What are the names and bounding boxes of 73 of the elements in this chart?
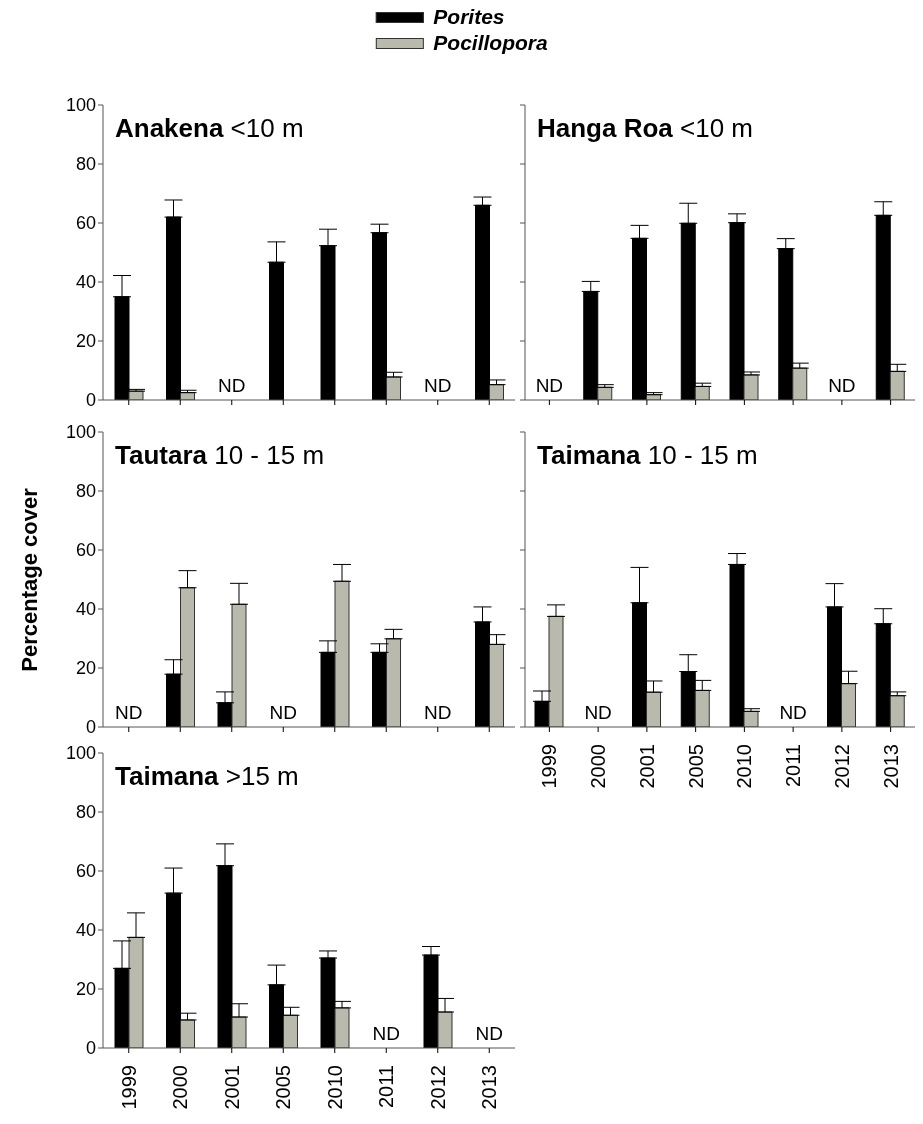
- x-tick-label: 2000: [587, 744, 610, 789]
- x-tick-label: 2012: [830, 744, 853, 789]
- annotation: ND: [584, 702, 612, 723]
- x-tick-label: 2001: [635, 744, 658, 789]
- chart-title: Anakena <10 m: [115, 113, 304, 143]
- bar: [646, 691, 661, 727]
- y-axis-title: Percentage cover: [17, 487, 43, 672]
- chart-title: Taimana 10 - 15 m: [537, 440, 758, 470]
- x-tick-label: 2011: [375, 1065, 398, 1109]
- x-tick-label: 2010: [733, 744, 756, 789]
- x-tick-label: 2012: [426, 1065, 449, 1110]
- chart-title: Tautara 10 - 15 m: [115, 440, 325, 470]
- bar: [437, 1011, 453, 1048]
- annotation: ND: [535, 375, 564, 396]
- bar: [231, 1016, 247, 1048]
- y-tick-label: 100: [65, 95, 96, 116]
- y-tick-label: 40: [75, 272, 96, 293]
- bar: [231, 603, 247, 727]
- bar: [694, 689, 710, 727]
- x-tick-label: 1999: [117, 1065, 140, 1110]
- annotation: ND: [779, 702, 807, 723]
- legend-label: Pocillopora: [433, 31, 548, 55]
- bar: [841, 683, 856, 727]
- y-tick-label: 40: [75, 599, 96, 620]
- bar: [180, 587, 195, 727]
- bar: [386, 638, 401, 727]
- x-tick-label: 2001: [220, 1065, 243, 1110]
- y-tick-label: 40: [75, 920, 96, 941]
- legend-label: Porites: [433, 5, 505, 29]
- y-tick-label: 100: [65, 743, 96, 764]
- annotation: ND: [424, 375, 452, 396]
- chart-title: Hanga Roa <10 m: [537, 113, 754, 143]
- y-tick-label: 60: [75, 213, 96, 234]
- y-tick-label: 80: [75, 154, 96, 175]
- y-tick-label: 100: [65, 422, 96, 443]
- annotation: ND: [269, 702, 297, 723]
- annotation: ND: [828, 375, 856, 396]
- bar: [548, 615, 564, 727]
- y-tick-label: 0: [85, 1038, 96, 1059]
- x-tick-label: 2013: [879, 744, 902, 789]
- annotation: ND: [475, 1023, 503, 1044]
- bar: [334, 580, 350, 727]
- y-tick-label: 0: [85, 717, 96, 738]
- annotation: ND: [424, 702, 452, 723]
- annotation: ND: [115, 702, 143, 723]
- y-tick-label: 60: [75, 540, 96, 561]
- bar: [489, 643, 504, 727]
- annotation: ND: [372, 1023, 400, 1044]
- bar: [180, 1019, 195, 1048]
- y-tick-label: 60: [75, 861, 96, 882]
- x-tick-label: 2011: [782, 744, 805, 788]
- chart-title: Taimana >15 m: [115, 761, 299, 791]
- y-tick-label: 20: [75, 658, 96, 679]
- y-tick-label: 80: [75, 481, 96, 502]
- y-tick-label: 20: [75, 331, 96, 352]
- bar: [792, 367, 808, 400]
- bar: [743, 710, 759, 727]
- x-tick-label: 1999: [538, 744, 561, 789]
- y-tick-label: 80: [75, 802, 96, 823]
- y-tick-label: 20: [75, 979, 96, 1000]
- x-tick-label: 2005: [684, 744, 707, 789]
- bar: [889, 370, 905, 400]
- annotation: ND: [218, 375, 246, 396]
- y-tick-label: 0: [85, 390, 96, 411]
- x-tick-label: 2013: [478, 1065, 501, 1110]
- bar: [889, 695, 905, 727]
- x-tick-label: 2010: [323, 1065, 346, 1110]
- bar: [334, 1007, 350, 1048]
- x-tick-label: 2000: [169, 1065, 192, 1110]
- x-tick-label: 2005: [272, 1065, 295, 1110]
- bar: [283, 1014, 298, 1048]
- bar: [128, 936, 144, 1048]
- bar: [743, 374, 759, 400]
